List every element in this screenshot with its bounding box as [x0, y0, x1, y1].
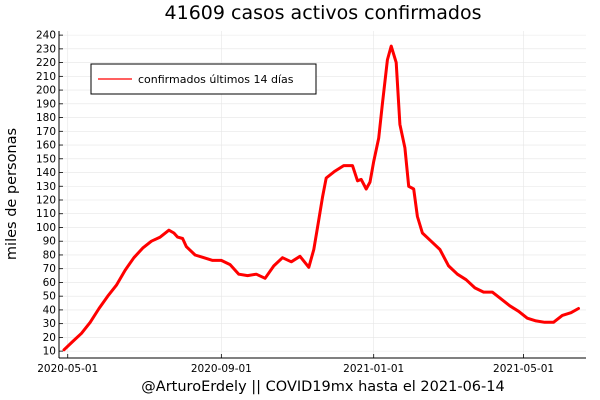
y-tick-label: 190 — [36, 98, 56, 110]
y-tick-label: 160 — [36, 140, 56, 152]
y-tick-label: 220 — [36, 57, 56, 69]
legend: confirmados últimos 14 días — [90, 63, 317, 95]
y-tick-label: 60 — [43, 277, 56, 289]
y-tick-label: 10 — [43, 346, 56, 358]
y-tick-label: 230 — [36, 43, 56, 55]
y-tick-label: 180 — [36, 112, 56, 124]
y-tick-label: 150 — [36, 153, 56, 165]
y-tick-label: 110 — [36, 208, 56, 220]
y-tick-label: 100 — [36, 222, 56, 234]
series-layer — [62, 44, 580, 352]
chart-title: 41609 casos activos confirmados — [165, 2, 482, 24]
legend-label: confirmados últimos 14 días — [138, 73, 294, 86]
x-tick-label: 2020-05-01 — [37, 363, 98, 375]
y-tick-label: 240 — [36, 30, 56, 42]
x-tick-label: 2021-01-01 — [343, 363, 404, 375]
y-axis-label: miles de personas — [4, 128, 20, 260]
y-tick-label: 70 — [43, 263, 56, 275]
x-tick-label: 2020-09-01 — [191, 363, 252, 375]
x-axis-label: @ArturoErdely || COVID19mx hasta el 2021… — [141, 379, 504, 395]
x-tick-label: 2021-05-01 — [493, 363, 554, 375]
y-tick-label: 30 — [43, 318, 56, 330]
grid — [59, 31, 586, 358]
y-tick-label: 120 — [36, 194, 56, 206]
y-tick-label: 200 — [36, 85, 56, 97]
y-tick-label: 80 — [43, 249, 56, 261]
y-tick-label: 130 — [36, 181, 56, 193]
y-tick-label: 170 — [36, 126, 56, 138]
series-line — [62, 44, 580, 352]
y-tick-label: 140 — [36, 167, 56, 179]
y-tick-label: 50 — [43, 291, 56, 303]
y-tick-label: 90 — [43, 236, 56, 248]
y-tick-label: 40 — [43, 304, 56, 316]
y-tick-label: 210 — [36, 71, 56, 83]
ticks: 1020304050607080901001101201301401501601… — [36, 30, 554, 375]
y-tick-label: 20 — [43, 332, 56, 344]
